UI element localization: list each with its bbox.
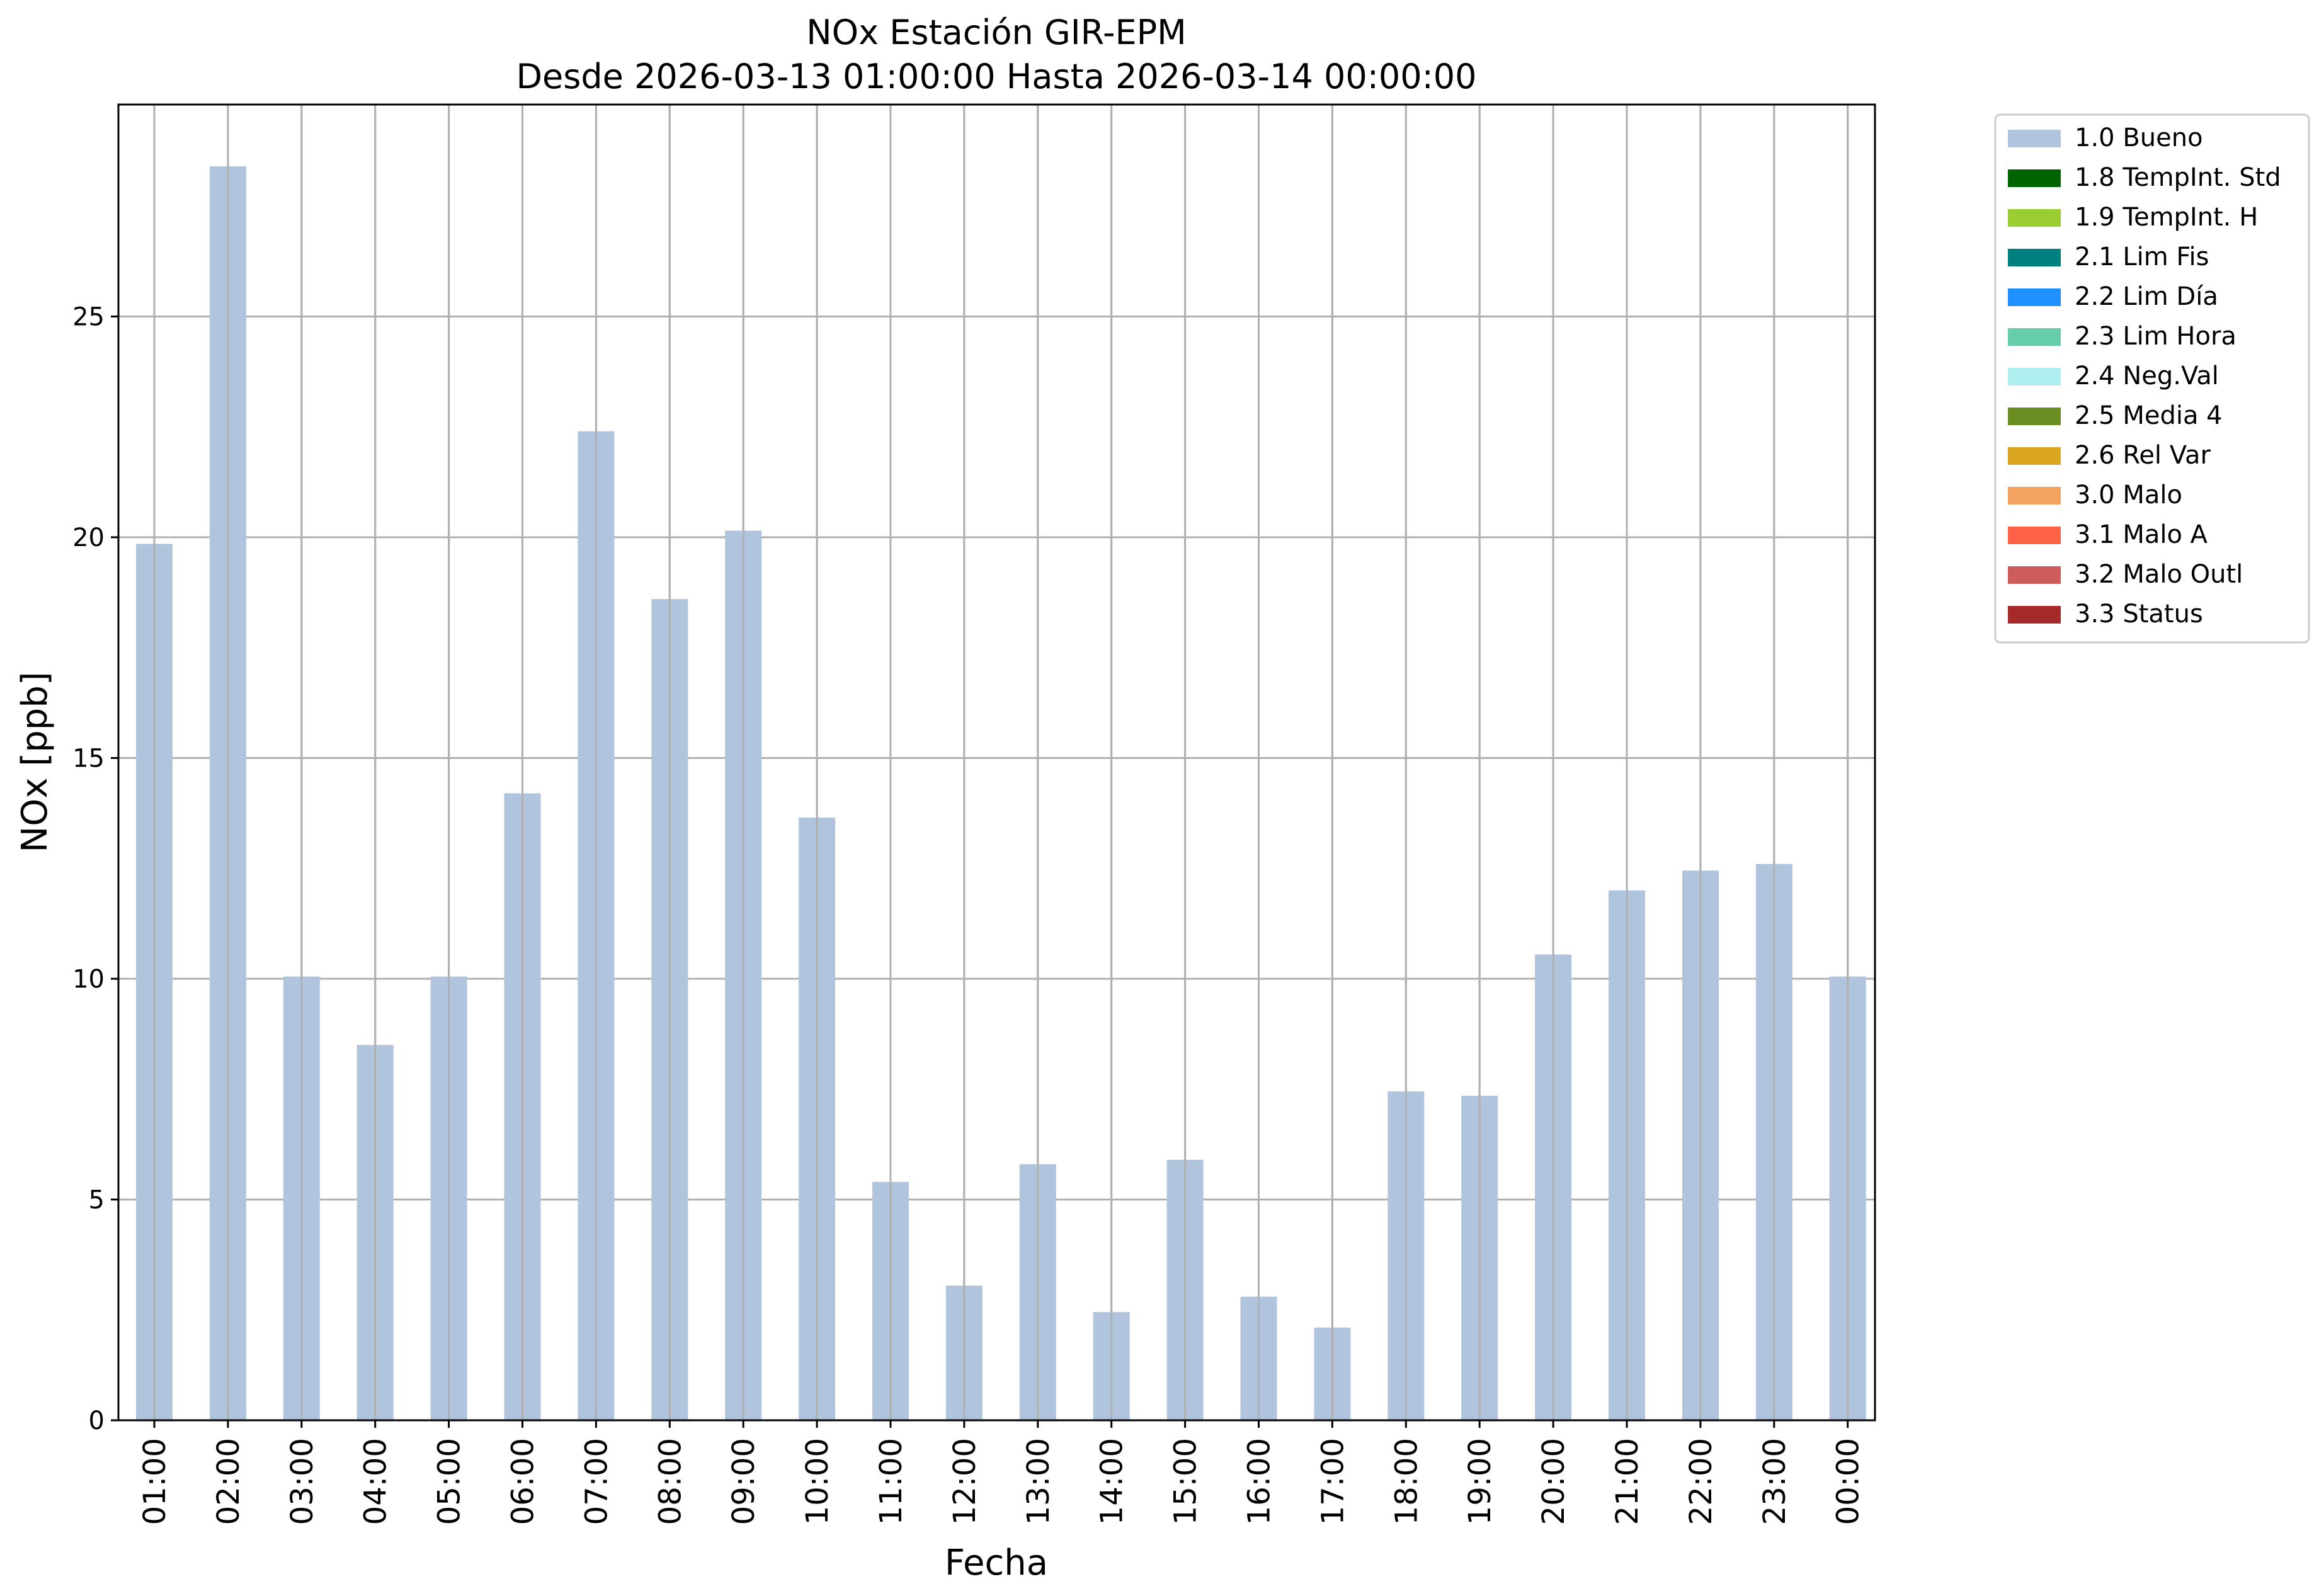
- legend-frame: [1994, 113, 2310, 644]
- legend-swatch: [2008, 368, 2061, 385]
- legend-label: 1.8 TempInt. Std: [2075, 163, 2281, 192]
- y-tick-label: 0: [89, 1406, 105, 1435]
- legend-label: 1.0 Bueno: [2075, 123, 2203, 152]
- x-tick-label: 06:00: [506, 1438, 541, 1525]
- legend: 1.0 Bueno 1.8 TempInt. Std 1.9 TempInt. H 2…: [1994, 113, 2310, 644]
- legend-swatch: [2008, 487, 2061, 504]
- legend-label: 3.1 Malo A: [2075, 520, 2208, 549]
- x-tick-label: 11:00: [874, 1438, 909, 1525]
- x-axis-label: Fecha: [945, 1542, 1048, 1583]
- x-axis-ticks: 01:00 02:00 03:00 04:00 05:00 06:00 07:00 08:00…: [137, 1420, 1866, 1525]
- x-tick-label: 01:00: [137, 1438, 173, 1525]
- y-tick-label: 5: [89, 1185, 105, 1214]
- legend-swatch: [2008, 447, 2061, 465]
- x-tick-label: 09:00: [726, 1438, 761, 1525]
- x-tick-label: 17:00: [1315, 1438, 1350, 1525]
- x-tick-label: 04:00: [358, 1438, 394, 1525]
- legend-label: 3.0 Malo: [2075, 481, 2182, 510]
- x-tick-label: 23:00: [1757, 1438, 1792, 1525]
- y-axis-ticks: 0 5 10 15 20 25: [72, 302, 118, 1435]
- x-tick-label: 15:00: [1168, 1438, 1204, 1525]
- x-tick-label: 21:00: [1610, 1438, 1645, 1525]
- legend-label: 2.5 Media 4: [2075, 401, 2223, 430]
- legend-swatch: [2008, 566, 2061, 584]
- x-tick-label: 12:00: [947, 1438, 983, 1525]
- chart-subtitle: Desde 2026-03-13 01:00:00 Hasta 2026-03-…: [516, 57, 1476, 96]
- x-tick-label: 18:00: [1389, 1438, 1424, 1525]
- y-gridlines: [118, 315, 1875, 1200]
- x-tick-label: 16:00: [1242, 1438, 1277, 1525]
- legend-label: 2.1 Lim Fis: [2075, 242, 2209, 271]
- x-tick-label: 20:00: [1536, 1438, 1571, 1525]
- x-tick-label: 03:00: [285, 1438, 320, 1525]
- plot-frame: [117, 103, 1876, 1422]
- x-tick-label: 05:00: [432, 1438, 467, 1525]
- x-tick-label: 19:00: [1462, 1438, 1498, 1525]
- x-tick-label: 22:00: [1684, 1438, 1719, 1525]
- legend-swatch: [2008, 606, 2061, 624]
- legend-label: 3.2 Malo Outl: [2075, 560, 2243, 589]
- legend-label: 3.3 Status: [2075, 600, 2203, 629]
- y-axis-label: NOx [ppb]: [14, 671, 55, 852]
- y-tick-label: 20: [72, 523, 105, 552]
- y-tick-label: 10: [72, 965, 105, 994]
- legend-label: 2.4 Neg.Val: [2075, 362, 2219, 390]
- y-tick-label: 15: [72, 744, 105, 773]
- x-tick-label: 08:00: [652, 1438, 688, 1525]
- x-gridlines-over-bars: [153, 105, 1849, 1420]
- legend-swatch: [2008, 527, 2061, 544]
- x-tick-label: 13:00: [1021, 1438, 1056, 1525]
- x-tick-label: 02:00: [211, 1438, 246, 1525]
- x-tick-label: 07:00: [579, 1438, 614, 1525]
- legend-swatch: [2008, 130, 2061, 147]
- y-tick-label: 25: [72, 302, 105, 331]
- chart-title: NOx Estación GIR-EPM: [806, 13, 1187, 52]
- x-tick-label: 14:00: [1095, 1438, 1130, 1525]
- legend-swatch: [2008, 408, 2061, 425]
- legend-swatch: [2008, 288, 2061, 306]
- legend-label: 1.9 TempInt. H: [2075, 203, 2258, 232]
- legend-swatch: [2008, 169, 2061, 187]
- legend-swatch: [2008, 249, 2061, 266]
- legend-swatch: [2008, 328, 2061, 346]
- legend-label: 2.2 Lim Día: [2075, 282, 2218, 311]
- x-tick-label: 00:00: [1831, 1438, 1866, 1525]
- legend-swatch: [2008, 209, 2061, 227]
- legend-label: 2.3 Lim Hora: [2075, 322, 2236, 351]
- legend-label: 2.6 Rel Var: [2075, 441, 2211, 470]
- x-tick-label: 10:00: [800, 1438, 835, 1525]
